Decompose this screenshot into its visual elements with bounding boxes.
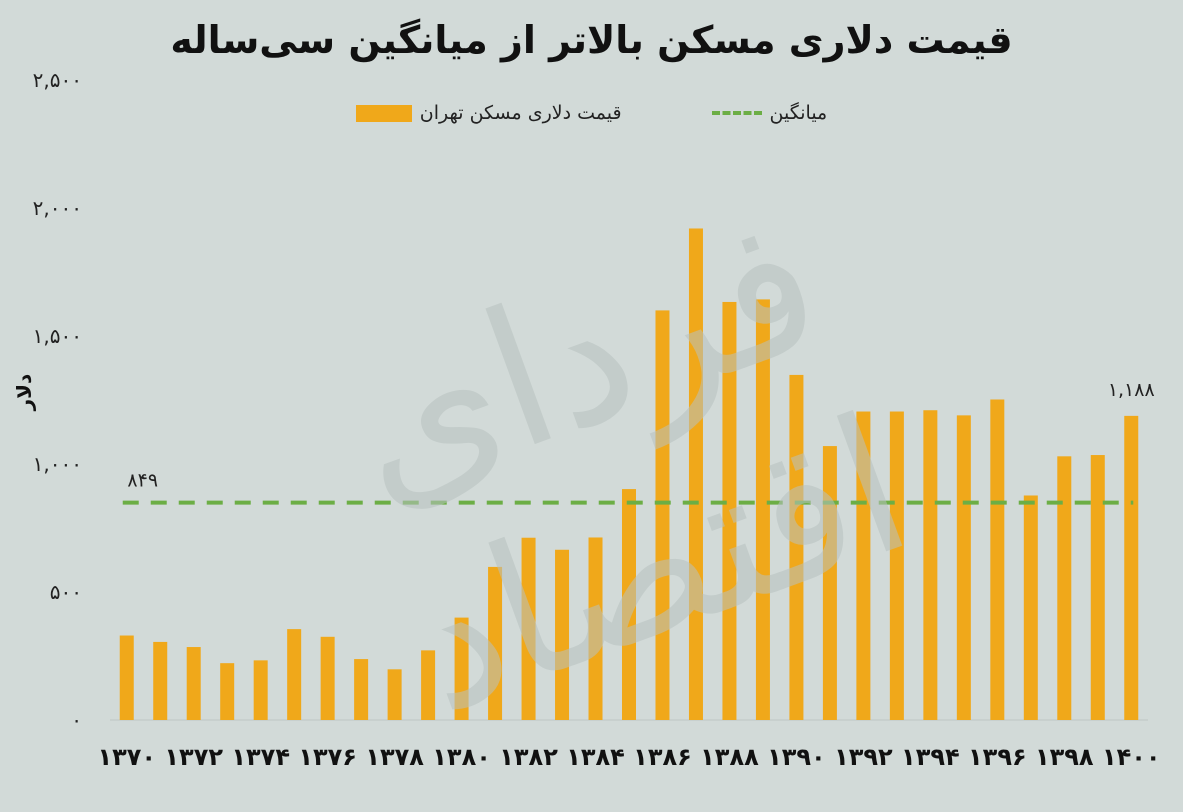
legend-item-price: قیمت دلاری مسکن تهران [355, 102, 622, 124]
bar-1400 [1124, 415, 1139, 720]
legend-label-average: میانگین [769, 102, 828, 124]
bar-1383 [555, 549, 570, 720]
bar-1395 [956, 415, 971, 720]
bar-1371 [153, 641, 168, 720]
x-tick-label: ۱۳۸۶ [633, 743, 692, 771]
bar-1376 [320, 636, 335, 720]
x-tick-label: ۱۳۹۸ [1035, 743, 1094, 771]
bar-1393 [889, 411, 904, 720]
x-tick-label: ۱۳۷۰ [97, 743, 156, 771]
chart-legend: میانگین قیمت دلاری مسکن تهران [0, 102, 1183, 124]
legend-item-average: میانگین [711, 102, 828, 124]
y-tick-label: ۲,۰۰۰ [33, 196, 82, 220]
bar-1381 [488, 566, 503, 720]
bar-1398 [1057, 456, 1072, 720]
last-value-label: ۱,۱۸۸ [1108, 379, 1155, 401]
x-tick-label: ۱۳۸۸ [700, 743, 759, 771]
legend-label-price: قیمت دلاری مسکن تهران [419, 102, 622, 124]
x-tick-label: ۱۳۹۴ [901, 743, 960, 771]
bar-1390 [789, 374, 804, 720]
y-axis-label: دلار [12, 373, 36, 411]
x-tick-label: ۱۳۸۲ [499, 743, 558, 771]
bar-1380 [454, 617, 469, 720]
x-tick-label: ۱۳۹۰ [767, 743, 826, 771]
bar-1389 [755, 299, 770, 720]
bar-1388 [722, 301, 737, 720]
bar-1385 [622, 489, 636, 720]
bar-1374 [253, 660, 268, 720]
legend-swatch-price [355, 104, 412, 122]
bar-1391 [822, 446, 837, 720]
x-tick-label: ۱۳۹۲ [834, 743, 893, 771]
x-tick-label: ۱۳۷۸ [365, 743, 424, 771]
x-tick-label: ۱۳۹۶ [968, 743, 1027, 771]
y-tick-label: ۵۰۰ [50, 580, 82, 604]
x-tick-label: ۱۴۰۰ [1102, 743, 1161, 771]
bar-1379 [421, 650, 436, 720]
x-tick-label: ۱۳۷۲ [164, 743, 223, 771]
bar-1382 [521, 537, 536, 720]
x-tick-label: ۱۳۸۴ [566, 743, 625, 771]
average-value-label: ۸۴۹ [127, 470, 158, 492]
y-tick-label: ۱,۵۰۰ [33, 324, 82, 348]
legend-swatch-average [711, 111, 762, 115]
x-tick-label: ۱۳۷۴ [231, 743, 290, 771]
x-tick-label: ۱۳۸۰ [432, 743, 491, 771]
bar-1399 [1090, 455, 1105, 720]
bar-1386 [655, 310, 670, 720]
bar-1396 [990, 399, 1005, 720]
bar-1387 [688, 228, 703, 721]
bar-1384 [588, 537, 603, 720]
bar-1392 [856, 411, 871, 720]
bar-1378 [387, 669, 402, 720]
chart-title: قیمت دلاری مسکن بالاتر از میانگین سی‌سال… [170, 18, 1013, 62]
bar-1394 [923, 410, 938, 720]
y-tick-label: ۱,۰۰۰ [33, 452, 82, 476]
bar-1377 [354, 659, 369, 720]
bar-1375 [287, 629, 302, 720]
y-tick-label: ۲,۵۰۰ [33, 68, 82, 92]
bar-1373 [220, 663, 235, 720]
bar-1370 [119, 635, 134, 720]
x-tick-label: ۱۳۷۶ [298, 743, 357, 771]
bar-1372 [186, 647, 201, 720]
bar-1397 [1023, 495, 1038, 720]
y-tick-label: ۰ [71, 708, 82, 732]
